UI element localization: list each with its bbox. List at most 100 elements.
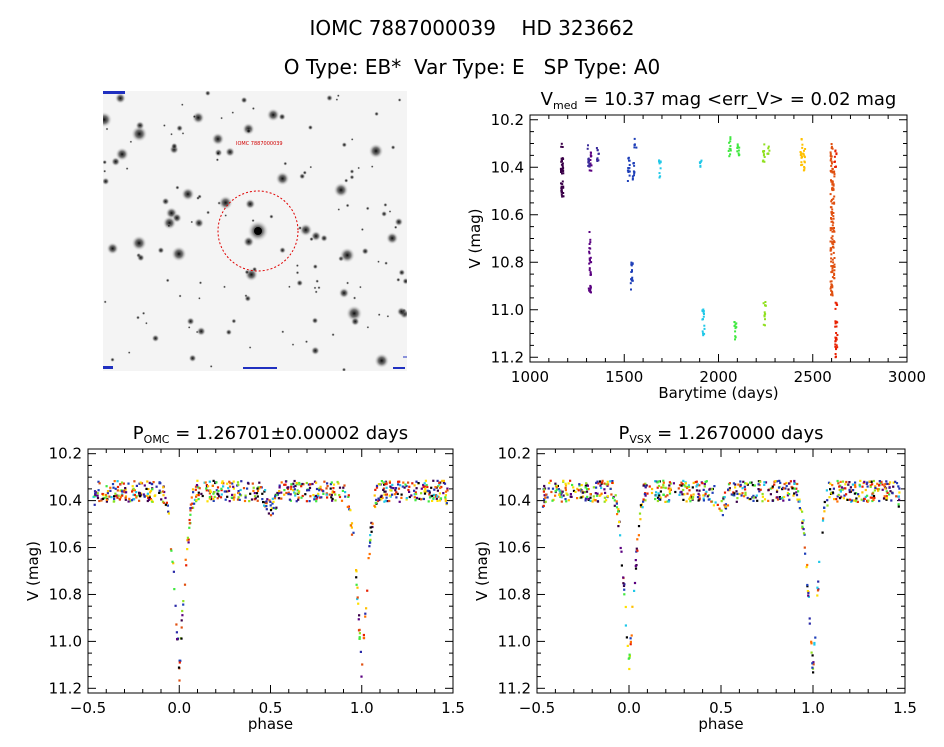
- data-point: [382, 487, 386, 490]
- data-point: [838, 485, 841, 488]
- data-point: [562, 479, 565, 482]
- data-point: [703, 483, 706, 486]
- data-point: [831, 211, 834, 214]
- data-point: [392, 487, 395, 490]
- data-point: [588, 252, 591, 255]
- data-point: [733, 324, 736, 327]
- data-point: [332, 487, 335, 490]
- star: [390, 144, 396, 150]
- data-point: [811, 654, 814, 657]
- data-point: [205, 485, 209, 488]
- data-point: [237, 492, 241, 495]
- data-point: [659, 490, 662, 493]
- data-point: [140, 482, 144, 485]
- data-point: [318, 487, 321, 490]
- data-point: [561, 164, 564, 167]
- data-point: [834, 336, 837, 339]
- data-point: [830, 155, 833, 158]
- data-point: [672, 482, 675, 485]
- data-point: [595, 147, 598, 149]
- data-point: [628, 164, 631, 166]
- data-point: [830, 253, 833, 256]
- data-point: [585, 483, 588, 486]
- data-point: [348, 508, 351, 511]
- data-point: [829, 280, 832, 283]
- data-point: [626, 180, 629, 182]
- data-point: [96, 492, 99, 495]
- data-point: [175, 623, 178, 626]
- data-point: [275, 506, 278, 509]
- data-point: [434, 495, 437, 498]
- data-point: [698, 498, 701, 501]
- data-point: [633, 143, 636, 146]
- data-point: [627, 169, 630, 172]
- plot-frame: [536, 448, 906, 694]
- data-point: [589, 284, 592, 287]
- corner-mark-bottom-right: [393, 367, 405, 369]
- data-point: [125, 491, 128, 494]
- data-point: [736, 492, 739, 495]
- data-point: [124, 495, 128, 498]
- data-point: [628, 174, 631, 177]
- data-point: [772, 499, 775, 502]
- data-point: [592, 498, 595, 501]
- data-point: [735, 490, 738, 493]
- data-point: [642, 498, 645, 501]
- data-point: [699, 165, 702, 168]
- data-point: [424, 487, 427, 491]
- data-point: [861, 491, 864, 494]
- data-point: [272, 506, 275, 510]
- data-point: [832, 251, 835, 254]
- data-point: [330, 493, 333, 496]
- data-point: [271, 502, 274, 505]
- data-point: [149, 498, 152, 501]
- data-point: [835, 348, 837, 351]
- data-point: [774, 480, 777, 483]
- data-point: [423, 485, 426, 488]
- data-point: [763, 315, 766, 318]
- data-point: [263, 490, 266, 493]
- title-main: P: [619, 423, 630, 444]
- data-point: [386, 500, 389, 503]
- data-point: [836, 304, 839, 306]
- data-point: [265, 505, 268, 508]
- data-point: [332, 483, 336, 486]
- data-point: [117, 494, 120, 497]
- data-point: [97, 489, 100, 492]
- star: [345, 305, 363, 322]
- data-point: [664, 486, 667, 489]
- data-point: [831, 238, 834, 241]
- data-point: [600, 482, 603, 485]
- data-point: [830, 157, 833, 160]
- data-point: [550, 490, 553, 494]
- data-point: [252, 486, 255, 489]
- data-point: [656, 499, 659, 503]
- data-point: [405, 497, 408, 500]
- data-point: [238, 498, 241, 501]
- data-point: [146, 499, 149, 503]
- data-point: [733, 492, 736, 495]
- data-point: [589, 285, 592, 288]
- data-point: [834, 321, 837, 324]
- data-point: [850, 500, 853, 503]
- data-point: [295, 500, 298, 503]
- data-point: [133, 480, 136, 483]
- data-point: [869, 485, 872, 488]
- data-point: [800, 152, 803, 155]
- data-point: [630, 261, 633, 264]
- data-point: [766, 152, 769, 155]
- data-point: [829, 482, 832, 485]
- data-point: [836, 500, 839, 503]
- y-tick-label: 10.2: [49, 445, 82, 463]
- x-tick-label: 0.5: [259, 699, 283, 717]
- data-point: [97, 480, 100, 483]
- data-point: [789, 480, 792, 483]
- data-point: [752, 494, 755, 497]
- data-point: [803, 149, 805, 152]
- data-point: [543, 498, 546, 501]
- data-point: [280, 491, 283, 494]
- data-point: [840, 495, 843, 498]
- data-point: [178, 667, 181, 670]
- data-point: [373, 504, 376, 507]
- data-point: [197, 486, 200, 489]
